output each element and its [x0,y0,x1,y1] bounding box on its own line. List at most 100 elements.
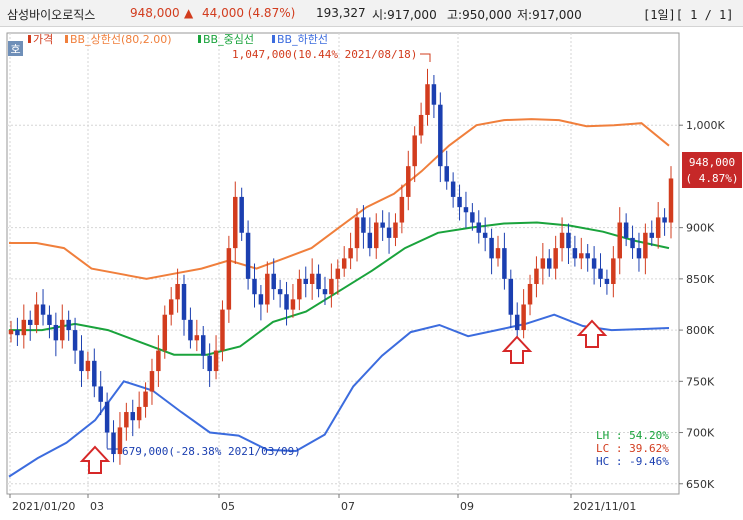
candle-body [258,294,264,305]
stat-lh: LH : 54.20% [596,429,669,442]
candle-body [489,237,494,259]
chart-area[interactable]: 650K 700K 750K 800K 850K 900K 1,000K 2021/01/2… [0,27,743,516]
candle-body [623,222,629,238]
candle-body [470,212,475,223]
candle-body [213,350,219,372]
y-tick-label: 650K [686,478,715,491]
candle-body [316,273,321,290]
candle-body [47,314,52,325]
quote-badge[interactable] [8,41,23,56]
trade-volume: 193,327 [316,6,366,20]
candle-body [367,232,373,249]
marker-arrows [79,319,608,474]
candle-body [643,232,648,259]
x-tick-label: 03 [90,500,104,513]
candle-body [60,319,65,341]
stock-header: 삼성바이오로직스 948,000 ▲ 44,000 (4.87%) 193,32… [0,0,743,27]
candle-body [245,232,251,279]
candle-body [53,324,59,341]
period-indicator[interactable]: [1일][ 1 / 1] [643,8,734,22]
candle-body [271,273,276,290]
candle-body [303,278,308,284]
bollinger-bands [8,118,670,478]
candle-body [450,181,456,197]
y-axis-labels: 650K 700K 750K 800K 850K 900K 1,000K [686,119,725,491]
candle-body [399,196,405,223]
candle-body [309,273,315,284]
y-tick-label: 800K [686,324,715,337]
candle-body [130,412,135,421]
candle-body [72,330,78,351]
candle-body [239,196,244,233]
candle-body [438,104,443,167]
candle-body [79,350,84,372]
legend-lower-swatch [272,35,275,43]
current-price-tag-value: 948,000 [689,156,735,169]
candle-body [40,304,46,315]
candle-body [168,299,174,315]
legend: 가격 BB_상한선(80,2.00) BB_중심선 BB_하한선 [28,32,328,46]
candle-body [181,283,187,320]
candle-body [85,360,91,372]
up-arrow-icon: ▲ [184,6,194,20]
candle-body [117,427,123,455]
candle-body [521,304,526,331]
candle-body [463,207,469,213]
candle-body [290,299,296,310]
stock-name[interactable]: 삼성바이오로직스 [7,8,96,22]
candle-body [233,196,238,249]
candle-body [149,371,155,392]
candle-body [284,294,289,310]
candle-body [348,248,353,259]
candle-body [322,289,328,295]
candle-body [386,227,392,238]
candle-body [66,319,71,331]
current-price-tag [682,152,742,188]
candle-body [598,268,603,279]
buy-signal-arrow-october [576,319,608,348]
candle-body [156,350,161,372]
candle-body [630,237,635,249]
candle-body [527,283,533,305]
candle-body [136,406,142,421]
y-tick-label: 750K [686,375,715,388]
candle-body [502,248,507,279]
candle-body [354,217,360,249]
middle-band-line [9,221,670,356]
candle-body [431,84,437,105]
high-price: 고:950,000 [447,8,512,22]
y-tick-label: 700K [686,427,715,440]
candle-body [617,222,622,259]
candle-body [297,278,302,300]
candle-body [194,335,200,341]
candle-body [662,217,667,223]
stat-lc: LC : 39.62% [596,442,669,455]
candle-body [277,289,283,295]
x-tick-label: 07 [341,500,355,513]
buy-signal-arrow-september [501,335,533,364]
candle-body [579,253,584,259]
candle-body [547,258,552,269]
y-tick-label: 900K [686,222,715,235]
candle-body [380,222,385,228]
candle-body [341,258,347,269]
upper-band-line [9,118,670,280]
candle-body [566,232,571,249]
high-annotation: 1,047,000(10.44% 2021/08/18) [232,48,417,61]
candle-body [207,355,212,372]
x-axis-labels: 2021/01/20 03 05 07 09 2021/11/01 [12,500,636,513]
candle-body [15,330,20,336]
current-price-tag-pct: ( 4.87%) [686,172,739,185]
lower-band-line [8,313,670,478]
low-price: 저:917,000 [517,8,582,22]
candle-body [604,278,610,284]
legend-price: 가격 [33,33,53,46]
candle-body [508,278,514,315]
x-tick-label: 05 [221,500,235,513]
candle-body [200,335,206,356]
candle-body [559,232,565,249]
legend-lower-band: BB_하한선 [277,32,328,46]
band-stats: LH : 54.20% LC : 39.62% HC : -9.46% [596,429,669,468]
candle-body [649,232,655,238]
candle-body [162,314,168,351]
